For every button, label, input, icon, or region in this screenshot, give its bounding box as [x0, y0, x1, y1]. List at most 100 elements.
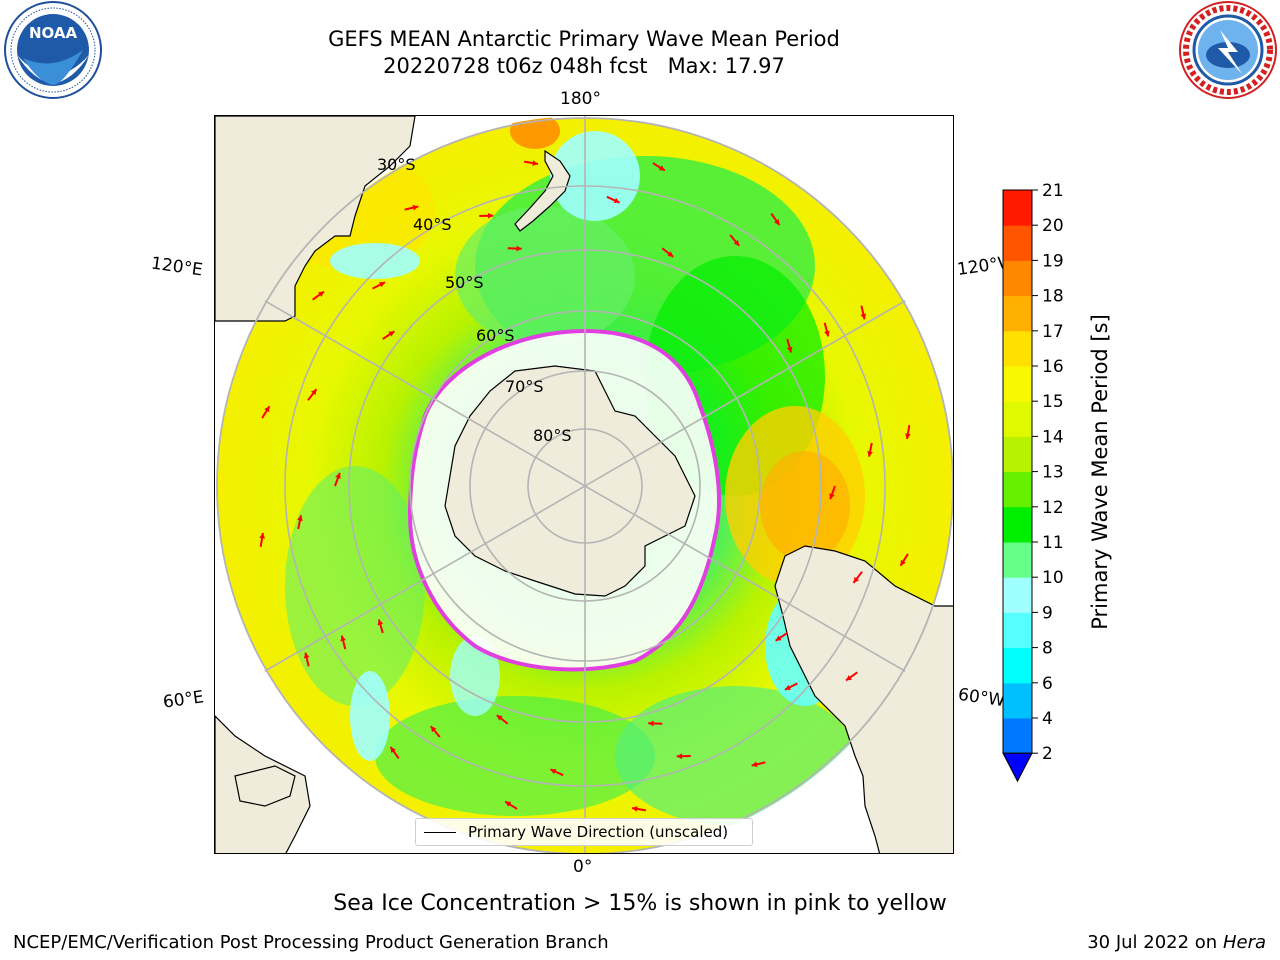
- lon-label-180: 180°: [560, 89, 601, 109]
- colorbar-segment: [1003, 647, 1032, 684]
- colorbar-tick-label: 2: [1042, 744, 1053, 764]
- lat-label-60s: 60°S: [476, 326, 515, 345]
- lon-label-60e: 60°E: [161, 687, 206, 713]
- footer-date: 30 Jul 2022 on Hera: [1087, 932, 1266, 953]
- wave-direction-arrowhead: [318, 291, 325, 297]
- wave-direction-arrowhead: [658, 165, 665, 171]
- legend-line-swatch: [424, 832, 456, 833]
- wave-direction-arrowhead: [667, 251, 674, 257]
- madagascar-land: [234, 765, 296, 807]
- colorbar-tick-label: 10: [1042, 568, 1064, 588]
- colorbar-segment: [1003, 436, 1032, 473]
- colorbar-tick-label: 6: [1042, 674, 1053, 694]
- wave-direction-arrowhead: [390, 746, 396, 753]
- lat-label-80s: 80°S: [533, 426, 572, 445]
- footer-host: Hera: [1222, 932, 1266, 953]
- colorbar-segment: [1003, 612, 1032, 649]
- colorbar-tick-label: 15: [1042, 392, 1064, 412]
- colorbar-tick-label: 9: [1042, 603, 1053, 623]
- wave-direction-arrowhead: [676, 753, 683, 760]
- wave-direction-arrowhead: [259, 533, 265, 539]
- colorbar-tick-label: 14: [1042, 427, 1064, 447]
- australia-land: [215, 116, 416, 322]
- colorbar-segment: [1003, 225, 1032, 261]
- colorbar-segment: [1003, 682, 1032, 719]
- colorbar-tick-label: 21: [1042, 181, 1064, 201]
- wave-direction-arrowhead: [648, 720, 654, 727]
- lat-label-30s: 30°S: [377, 155, 416, 174]
- wave-direction-arrowhead: [412, 204, 419, 211]
- lon-label-120e: 120°E: [149, 253, 204, 281]
- colorbar: 2 4 6 8 9 10 11 12 13 14 15 16 17 18 19 20 21 Primary Wa…: [1002, 181, 1112, 783]
- wave-direction-arrowhead: [829, 493, 835, 500]
- colorbar-segment: [1003, 577, 1032, 613]
- new-zealand-land: [514, 149, 571, 232]
- wave-direction-arrowhead: [310, 389, 317, 396]
- colorbar-segment: [1003, 542, 1032, 578]
- sea-ice-caption: Sea Ice Concentration > 15% is shown in …: [333, 891, 947, 916]
- wave-direction-arrowhead: [297, 515, 303, 522]
- wave-direction-arrowhead: [774, 219, 780, 226]
- wave-direction-arrowhead: [340, 635, 346, 642]
- colorbar-segments: [1002, 189, 1033, 783]
- chart-subtitle: 20220728 t06z 048h fcst Max: 17.97: [383, 54, 785, 78]
- footer-credit: NCEP/EMC/Verification Post Processing Pr…: [13, 932, 609, 953]
- nws-logo: [1178, 0, 1278, 100]
- wave-direction-arrowhead: [845, 675, 852, 681]
- colorbar-segment: [1003, 718, 1032, 754]
- colorbar-segment: [1003, 401, 1032, 437]
- south-america-land: [774, 545, 953, 853]
- colorbar-segment: [1003, 295, 1032, 332]
- wave-direction-arrowhead: [550, 768, 557, 775]
- wave-direction-arrowhead: [532, 160, 538, 166]
- noaa-logo: NOAA: [3, 0, 103, 100]
- wave-direction-arrowhead: [632, 806, 638, 812]
- map-legend: Primary Wave Direction (unscaled): [415, 818, 753, 846]
- svg-text:NOAA: NOAA: [29, 24, 78, 42]
- wave-direction-arrowhead: [784, 684, 791, 690]
- colorbar-under-extension: [1002, 752, 1033, 783]
- lat-label-40s: 40°S: [413, 215, 452, 234]
- wave-direction-arrowhead: [496, 715, 503, 721]
- lat-label-70s: 70°S: [505, 377, 544, 396]
- wave-direction-arrowhead: [613, 197, 620, 204]
- colorbar-segment: [1003, 260, 1032, 297]
- wave-direction-arrowhead: [900, 559, 906, 566]
- colorbar-tick-label: 12: [1042, 498, 1064, 518]
- wave-direction-arrowhead: [388, 331, 395, 337]
- colorbar-segment: [1003, 366, 1032, 402]
- map-canvas: 30°S 40°S 50°S 60°S 70°S 80°S: [215, 116, 953, 853]
- wave-direction-arrowhead: [377, 619, 384, 626]
- colorbar-label: Primary Wave Mean Period [s]: [1088, 314, 1112, 630]
- wave-direction-arrowhead: [303, 652, 310, 659]
- colorbar-segment: [1003, 330, 1032, 367]
- colorbar-segment: [1003, 190, 1032, 226]
- wave-direction-arrowhead: [487, 212, 494, 219]
- colorbar-tick-label: 11: [1042, 533, 1064, 553]
- wave-direction-arrowhead: [379, 282, 386, 288]
- lat-label-50s: 50°S: [445, 273, 484, 292]
- wave-direction-arrowhead: [430, 726, 437, 733]
- colorbar-tick-label: 17: [1042, 322, 1064, 342]
- lon-label-0: 0°: [573, 857, 593, 877]
- map-panel: 30°S 40°S 50°S 60°S 70°S 80°S: [214, 115, 954, 854]
- wave-direction-arrowhead: [516, 245, 522, 252]
- colorbar-tick-label: 16: [1042, 357, 1064, 377]
- wave-direction-arrowhead: [775, 635, 782, 641]
- colorbar-tick-label: 20: [1042, 216, 1064, 236]
- wave-direction-arrowhead: [824, 330, 830, 337]
- footer-date-text: 30 Jul 2022 on: [1087, 932, 1223, 953]
- colorbar-tick-label: 19: [1042, 251, 1064, 271]
- colorbar-segment: [1003, 506, 1032, 543]
- wave-direction-arrowhead: [867, 450, 873, 457]
- chart-title: GEFS MEAN Antarctic Primary Wave Mean Pe…: [328, 27, 840, 51]
- wave-direction-arrowhead: [853, 576, 860, 583]
- wave-direction-arrowhead: [860, 313, 867, 320]
- colorbar-tick-label: 8: [1042, 639, 1053, 659]
- antarctica-continent: [444, 365, 696, 597]
- wave-direction-arrowhead: [751, 761, 758, 768]
- wave-direction-arrowhead: [505, 801, 512, 807]
- wave-direction-arrowhead: [264, 406, 270, 413]
- legend-label: Primary Wave Direction (unscaled): [468, 823, 729, 841]
- colorbar-tick-label: 4: [1042, 709, 1053, 729]
